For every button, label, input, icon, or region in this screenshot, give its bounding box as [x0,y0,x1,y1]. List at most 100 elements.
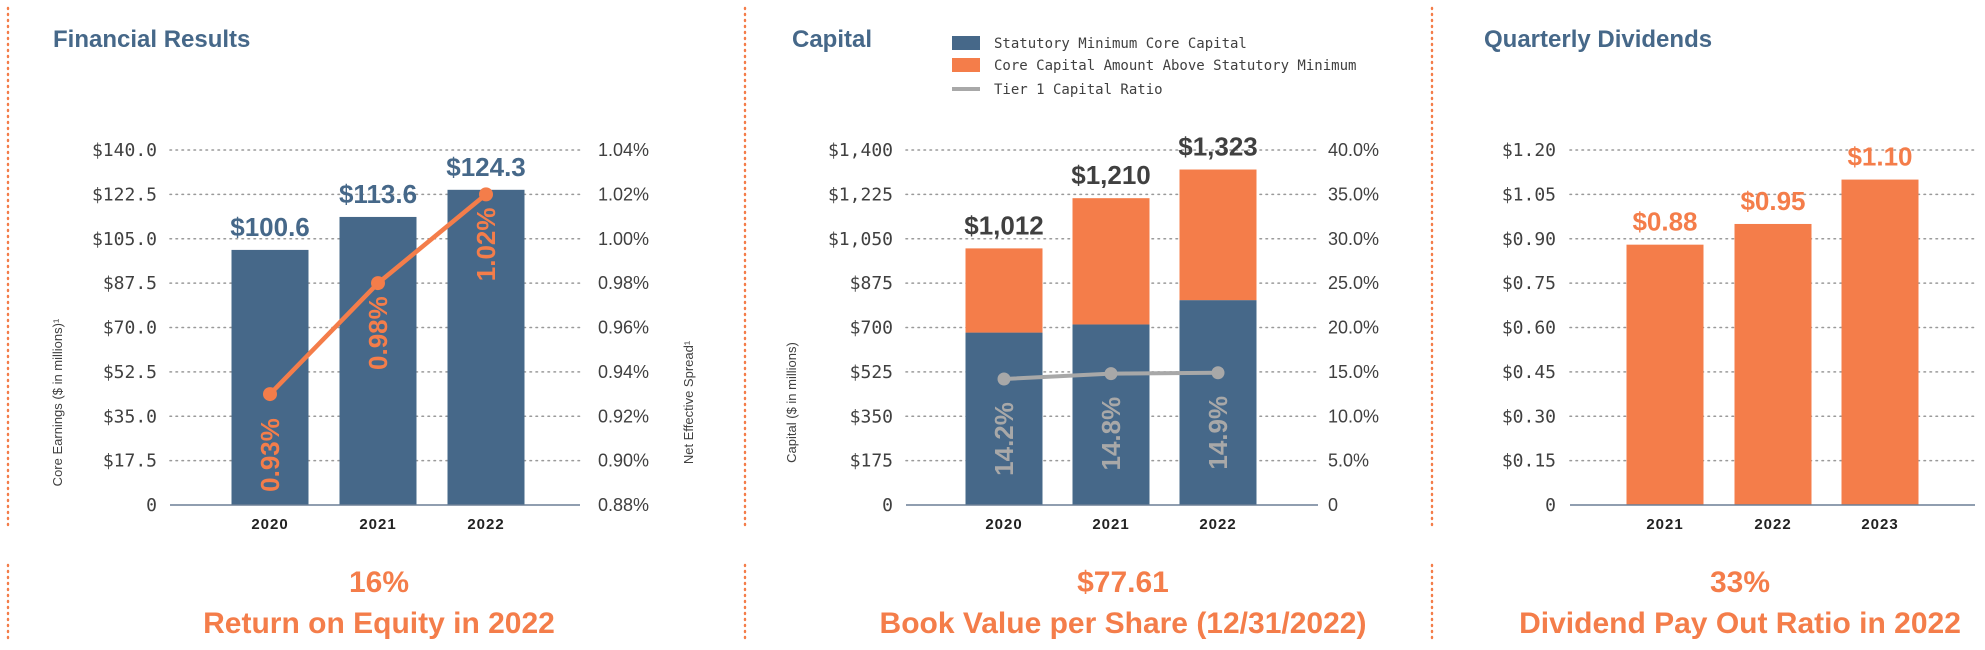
y-tick-label: $1.05 [1502,184,1556,205]
bar [1179,169,1257,301]
bar [965,332,1043,505]
y-tick-label: $52.5 [103,362,157,383]
y-tick-label: $17.5 [103,451,157,472]
y-tick-label: $525 [850,362,893,383]
y-tick-label: $875 [850,273,893,294]
y-axis-title: Core Earnings ($ in millions)¹ [50,318,65,486]
y-tick-label: $1,400 [828,140,893,161]
y-tick-label: 0 [146,495,157,516]
y-tick-label: $0.75 [1502,273,1556,294]
bar [231,249,309,505]
y-axis-title: Capital ($ in millions) [784,342,799,463]
y-tick-label: $0.30 [1502,406,1556,427]
y-tick-label: 0 [882,495,893,516]
y-tick-label: $1.20 [1502,140,1556,161]
line-point-label: 1.02% [471,208,501,282]
y2-tick-label: 5.0% [1328,451,1369,471]
bar [447,189,525,505]
y-tick-label: $350 [850,406,893,427]
line-point [1211,366,1225,380]
y2-tick-label: 35.0% [1328,184,1379,204]
x-tick-label: 2020 [985,516,1022,533]
stat-label-book-value: Book Value per Share (12/31/2022) [880,607,1367,640]
y2-tick-label: 1.02% [598,184,649,204]
stat-value-book-value: $77.61 [1077,566,1169,599]
bar-value-label: $1.10 [1847,142,1912,172]
bar-total-label: $1,210 [1071,160,1151,190]
bar-value-label: $0.95 [1740,186,1805,216]
bar [1072,198,1150,325]
y2-axis-title: Net Effective Spread¹ [681,340,696,464]
bar [1179,300,1257,505]
stat-label-dividend-payout: Dividend Pay Out Ratio in 2022 [1519,607,1961,640]
y2-tick-label: 1.00% [598,229,649,249]
y2-tick-label: 0.98% [598,273,649,293]
bar [339,216,417,505]
y-tick-label: $0.90 [1502,229,1556,250]
x-tick-label: 2021 [359,516,396,533]
x-tick-label: 2021 [1646,516,1683,533]
x-tick-label: 2021 [1092,516,1129,533]
bar [965,248,1043,333]
legend-swatch-statutory-minimum [952,36,980,50]
capital-chart: 0 0 $175 5.0% $350 10.0% $525 15.0% $700 20.0% $87… [784,132,1379,533]
financial-results-chart: 0 0.88% $17.5 0.90% $35.0 0.92% $52.5 0.94% $70.… [50,140,696,533]
bar [1734,223,1812,506]
line-point-label: 14.8% [1096,397,1126,471]
y-tick-label: $1,050 [828,229,893,250]
y-tick-label: $0.15 [1502,451,1556,472]
stat-value-dividend-payout: 33% [1710,566,1770,599]
y2-tick-label: 25.0% [1328,273,1379,293]
legend-swatch-above-minimum [952,58,980,72]
bar-total-label: $1,012 [964,210,1044,240]
quarterly-dividends-chart: 0 $0.15 $0.30 $0.45 $0.60 $0.75 $0.90 $1.05 $1.2… [1502,140,1976,533]
y2-tick-label: 0.96% [598,318,649,338]
y2-tick-label: 0 [1328,495,1338,515]
capital-legend: Statutory Minimum Core Capital Core Capi… [952,36,1356,98]
line-point [997,372,1011,386]
y2-tick-label: 20.0% [1328,318,1379,338]
line-point [371,276,385,291]
y-tick-label: $1,225 [828,184,893,205]
panel-separators [6,6,1434,642]
x-tick-label: 2022 [1199,516,1236,533]
y2-tick-label: 10.0% [1328,406,1379,426]
bar [1072,324,1150,505]
y-tick-label: 0 [1545,495,1556,516]
y2-tick-label: 0.88% [598,495,649,515]
x-tick-label: 2020 [251,516,288,533]
y2-tick-label: 0.92% [598,406,649,426]
x-tick-label: 2022 [467,516,504,533]
line-point [1104,367,1118,381]
y-tick-label: $122.5 [92,184,157,205]
line-point [479,187,493,202]
bar-value-label: $100.6 [230,212,310,242]
y-tick-label: $35.0 [103,406,157,427]
y-tick-label: $700 [850,318,893,339]
bar-value-label: $124.3 [446,152,526,182]
y2-tick-label: 30.0% [1328,229,1379,249]
y2-tick-label: 15.0% [1328,362,1379,382]
y2-tick-label: 1.04% [598,140,649,160]
bar-value-label: $113.6 [339,179,417,209]
legend-swatch-tier1-ratio [952,87,980,91]
bar-value-label: $0.88 [1632,207,1697,237]
stat-value-return-on-equity: 16% [349,566,409,599]
line-point-label: 14.9% [1203,396,1233,470]
line-point-label: 14.2% [989,402,1019,476]
y-tick-label: $105.0 [92,229,157,250]
y-tick-label: $140.0 [92,140,157,161]
y-tick-label: $175 [850,451,893,472]
y2-tick-label: 0.94% [598,362,649,382]
y-tick-label: $0.45 [1502,362,1556,383]
x-tick-label: 2022 [1754,516,1791,533]
y-tick-label: $70.0 [103,318,157,339]
stat-label-return-on-equity: Return on Equity in 2022 [203,607,555,640]
bar-total-label: $1,323 [1178,132,1258,162]
panel-title-financial-results: Financial Results [53,26,250,53]
y-tick-label: $0.60 [1502,318,1556,339]
y2-tick-label: 0.90% [598,451,649,471]
x-tick-label: 2023 [1861,516,1898,533]
panel-title-capital: Capital [792,26,872,53]
